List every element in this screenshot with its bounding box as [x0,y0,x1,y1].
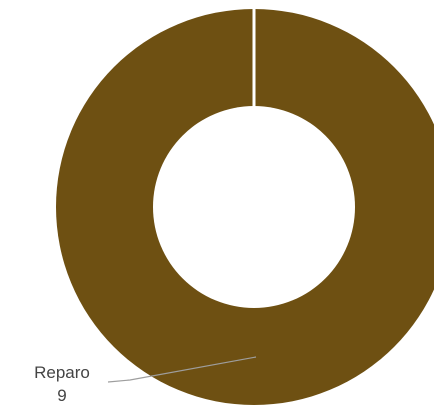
slice-label-value: 9 [57,386,66,405]
donut-hole [153,106,355,308]
slice-label-name: Reparo [34,363,90,382]
leader-line [107,356,257,383]
slice-labels: Reparo 9 [34,356,257,405]
